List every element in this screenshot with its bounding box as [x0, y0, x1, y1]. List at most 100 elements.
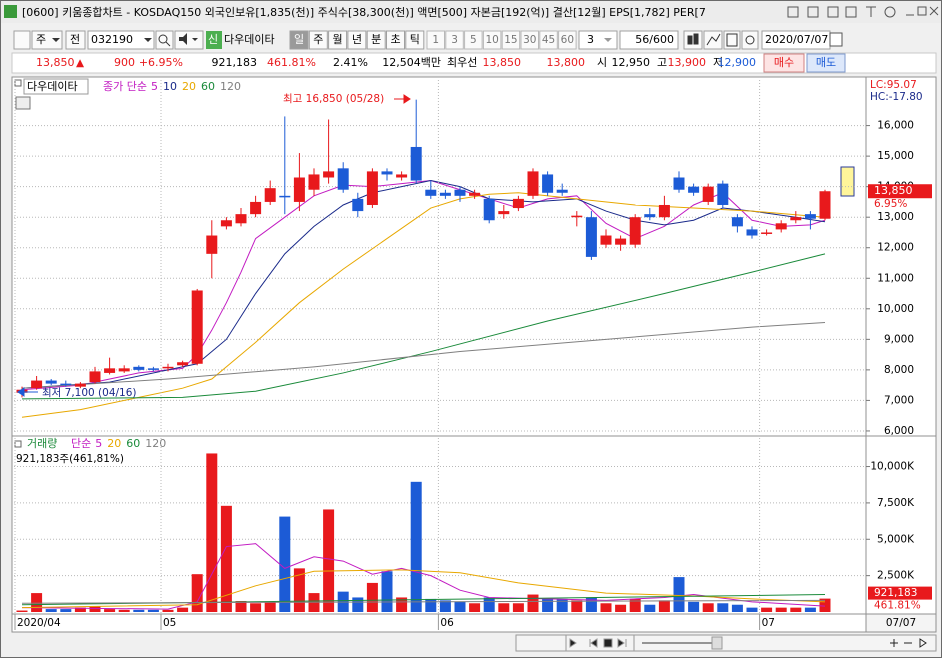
lc-label: LC:95.07: [870, 79, 917, 91]
interval-button[interactable]: [464, 30, 483, 50]
volume-bar: [264, 601, 276, 612]
low-label: 저: [713, 56, 723, 69]
quote-row: 13,850 ▲ 900 +6.95% 921,183 461.81% 2.41…: [11, 52, 937, 74]
interval-button[interactable]: [501, 30, 521, 50]
price: 13,850: [36, 56, 75, 69]
chart-area: [11, 76, 937, 633]
volume-bar: [104, 609, 116, 612]
max-annotation: 최고 16,850 (05/28): [283, 93, 384, 105]
candle-body: [673, 177, 685, 190]
candle-body: [366, 171, 378, 205]
period-text: 틱: [410, 33, 420, 46]
legend-entry[interactable]: 120: [220, 80, 241, 93]
sound-button[interactable]: [174, 30, 204, 50]
legend-label: 종가 단순: [103, 80, 147, 93]
volume-bar: [16, 610, 28, 612]
market-select[interactable]: [31, 30, 63, 50]
max-arrow: [394, 94, 411, 104]
moving-average: [21, 543, 826, 610]
code-input[interactable]: [87, 30, 155, 50]
y-tick-label: 7,500K: [877, 497, 915, 509]
ask: 13,850: [483, 56, 522, 69]
interval-input[interactable]: [578, 30, 618, 50]
period-button[interactable]: [405, 30, 425, 50]
legend-entry[interactable]: 120: [145, 437, 166, 450]
period-button[interactable]: [347, 30, 367, 50]
candle-body: [571, 215, 583, 218]
last-volume-pct: 461.81%: [874, 600, 921, 612]
candle-body: [118, 368, 130, 372]
y-tick-label: 8,000: [884, 364, 914, 376]
legend-entry[interactable]: 60: [126, 437, 140, 450]
candle-body: [323, 171, 335, 178]
x-tick-label: 2020/04: [17, 617, 61, 629]
count-input[interactable]: [619, 30, 679, 50]
interval-button[interactable]: [539, 30, 558, 50]
change: 900: [114, 56, 135, 69]
candle-body: [439, 192, 451, 196]
period-text: 초: [390, 33, 400, 46]
candle-body: [527, 171, 539, 196]
candle-body: [133, 366, 145, 370]
period-text: 분: [371, 33, 381, 46]
legend-entry[interactable]: 10: [163, 80, 177, 93]
calendar-icon[interactable]: [829, 32, 843, 47]
volume-bar: [439, 600, 451, 612]
price-arrow: ▲: [76, 57, 85, 69]
candle-body: [600, 235, 612, 245]
open-label: 시: [597, 56, 607, 69]
last-volume: 921,183: [874, 587, 917, 599]
period-button[interactable]: [289, 30, 309, 50]
legend-entry[interactable]: 20: [107, 437, 121, 450]
toolbar-icon[interactable]: [13, 30, 31, 50]
y-tick-label: 2,500K: [877, 570, 915, 582]
open: 12,950: [612, 56, 651, 69]
moving-average: [21, 599, 826, 604]
volume-bar: [162, 609, 174, 612]
volume-bar: [600, 603, 612, 612]
best-label: 최우선: [447, 56, 477, 69]
volume-bar: [819, 598, 831, 612]
interval-button[interactable]: [482, 30, 502, 50]
sell-button[interactable]: [806, 53, 846, 73]
legend-entry[interactable]: 5: [151, 80, 158, 93]
panel-tool-icon[interactable]: [15, 96, 31, 110]
legend-entry[interactable]: 5: [95, 437, 102, 450]
period-button[interactable]: [366, 30, 386, 50]
price-title-box: [23, 78, 89, 95]
new-text: 신: [208, 33, 218, 46]
legend-entry[interactable]: 20: [182, 80, 196, 93]
candle-body: [819, 191, 831, 219]
period-button[interactable]: [328, 30, 348, 50]
candle-body: [74, 383, 86, 387]
interval-button[interactable]: [445, 30, 464, 50]
interval-button[interactable]: [558, 30, 577, 50]
tool-icons[interactable]: [683, 30, 759, 50]
stock-name: 다우데이타: [224, 33, 275, 46]
candle-body: [644, 214, 656, 218]
legend-entry[interactable]: 60: [201, 80, 215, 93]
volume-bar: [425, 598, 437, 612]
window-buttons[interactable]: [787, 6, 939, 18]
period-button[interactable]: [386, 30, 405, 50]
volume-bar: [366, 582, 378, 612]
amount: 12,504백만: [382, 56, 441, 69]
buy-button[interactable]: [763, 53, 805, 73]
interval-button[interactable]: [426, 30, 445, 50]
volume-bar: [396, 597, 408, 612]
min-arrow: [17, 387, 38, 397]
prev-text: 전: [70, 33, 80, 46]
cursor-marker: [840, 166, 855, 197]
volume-bar: [89, 606, 101, 612]
candle-body: [731, 217, 743, 227]
candle-body: [556, 189, 568, 193]
candle-body: [512, 198, 524, 209]
candle-body: [31, 380, 43, 389]
scrollbar[interactable]: [515, 634, 937, 652]
prev-button[interactable]: [65, 30, 86, 50]
volume-bar: [454, 601, 466, 612]
new-badge[interactable]: [206, 31, 222, 49]
period-button[interactable]: [308, 30, 328, 50]
search-button[interactable]: [155, 30, 174, 50]
interval-button[interactable]: [520, 30, 539, 50]
